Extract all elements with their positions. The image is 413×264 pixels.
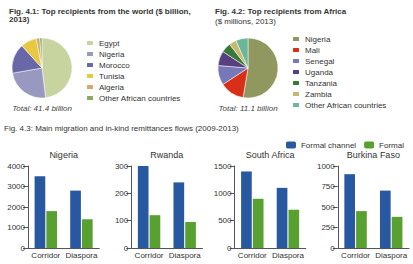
svg-text:250: 250: [321, 223, 335, 232]
svg-text:Corridor: Corridor: [135, 251, 164, 260]
svg-text:Tunisia: Tunisia: [99, 72, 125, 81]
svg-text:Diaspora: Diaspora: [169, 251, 202, 260]
svg-text:Corridor: Corridor: [238, 251, 267, 260]
svg-text:Senegal: Senegal: [305, 57, 335, 66]
svg-text:750: 750: [321, 182, 335, 191]
svg-text:4000: 4000: [7, 162, 25, 171]
svg-text:Formal channel: Formal channel: [301, 141, 356, 150]
svg-text:Morocco: Morocco: [99, 61, 130, 70]
svg-text:Other African countries: Other African countries: [99, 94, 180, 103]
svg-text:200: 200: [115, 189, 129, 198]
svg-text:Nigeria: Nigeria: [49, 150, 78, 160]
svg-text:Algeria: Algeria: [99, 83, 124, 92]
svg-text:Nigeria: Nigeria: [99, 50, 125, 59]
svg-text:100: 100: [115, 216, 129, 225]
svg-text:Rwanda: Rwanda: [150, 150, 183, 160]
svg-text:500: 500: [218, 216, 232, 225]
svg-text:2000: 2000: [7, 203, 25, 212]
svg-text:Diaspora: Diaspora: [65, 251, 98, 260]
svg-text:Egypt: Egypt: [99, 39, 120, 48]
svg-text:($ millions, 2013): ($ millions, 2013): [215, 17, 276, 26]
svg-text:0: 0: [124, 244, 129, 253]
svg-text:0: 0: [227, 244, 232, 253]
svg-text:Mali: Mali: [305, 46, 320, 55]
svg-text:0: 0: [330, 244, 335, 253]
svg-text:Corridor: Corridor: [341, 251, 370, 260]
svg-text:3000: 3000: [7, 182, 25, 191]
svg-text:Tanzania: Tanzania: [305, 79, 338, 88]
svg-text:Uganda: Uganda: [305, 68, 334, 77]
svg-text:Diaspora: Diaspora: [375, 251, 408, 260]
svg-text:2013): 2013): [9, 15, 30, 24]
svg-text:300: 300: [115, 162, 129, 171]
svg-text:Formal: Formal: [379, 141, 404, 150]
svg-text:Other African countries: Other African countries: [305, 101, 386, 110]
svg-text:Fig. 4.1: Top recipients from: Fig. 4.1: Top recipients from the world …: [9, 7, 193, 16]
svg-text:Fig. 4.3: Main migration and i: Fig. 4.3: Main migration and in-kind rem…: [4, 124, 239, 133]
svg-text:1000: 1000: [7, 223, 25, 232]
svg-text:Total: 41.4 billion: Total: 41.4 billion: [12, 104, 72, 113]
svg-text:Total: 11.1 billion: Total: 11.1 billion: [218, 104, 278, 113]
svg-text:1000: 1000: [317, 162, 335, 171]
svg-text:1500: 1500: [214, 162, 232, 171]
svg-text:Zambia: Zambia: [305, 90, 332, 99]
svg-text:Fig. 4.2: Top recipients from: Fig. 4.2: Top recipients from Africa: [215, 7, 347, 16]
svg-text:South Africa: South Africa: [246, 150, 295, 160]
svg-text:Nigeria: Nigeria: [305, 35, 331, 44]
svg-text:Burkina Faso: Burkina Faso: [347, 150, 400, 160]
svg-text:Diaspora: Diaspora: [272, 251, 305, 260]
svg-text:Corridor: Corridor: [31, 251, 60, 260]
svg-text:0: 0: [21, 244, 26, 253]
svg-text:500: 500: [321, 203, 335, 212]
svg-text:1000: 1000: [214, 189, 232, 198]
